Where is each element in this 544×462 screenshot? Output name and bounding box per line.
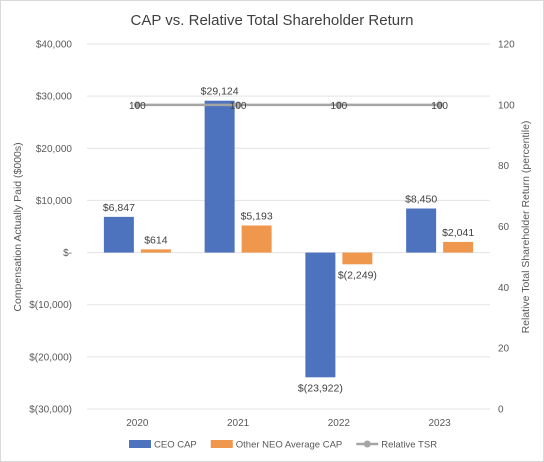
tsr-data-label: 100 — [331, 101, 348, 112]
y2-tick-label: 20 — [498, 344, 510, 355]
tsr-point — [234, 101, 242, 109]
data-label: $8,450 — [405, 194, 437, 206]
y2-tick-label: 80 — [498, 161, 510, 172]
legend-label: Other NEO Average CAP — [236, 440, 343, 451]
y-tick-label: $(20,000) — [29, 352, 72, 363]
bar-other-neo-cap — [342, 252, 373, 265]
y-axis-title: Compensation Actually Paid ($000s) — [12, 142, 24, 311]
data-label: $2,041 — [442, 227, 474, 239]
data-label: $(2,249) — [338, 269, 377, 281]
tsr-data-label: 100 — [129, 101, 146, 112]
data-label: $(23,922) — [298, 382, 343, 394]
legend-label: CEO CAP — [154, 440, 197, 451]
y2-tick-label: 0 — [498, 405, 504, 416]
data-label: $614 — [144, 234, 168, 246]
x-tick-label: 2021 — [227, 418, 250, 429]
x-tick-label: 2020 — [126, 418, 149, 429]
legend-swatch-marker — [363, 440, 371, 448]
chart-title: CAP vs. Relative Total Shareholder Retur… — [131, 12, 414, 29]
bar-ceo-cap — [406, 208, 437, 253]
y2-tick-label: 60 — [498, 222, 510, 233]
y2-tick-label: 40 — [498, 283, 510, 294]
y-tick-label: $- — [63, 248, 72, 259]
legend: CEO CAP Other NEO Average CAP Relative TSR — [129, 440, 437, 451]
y2-tick-label: 120 — [498, 40, 515, 51]
data-label: $5,193 — [241, 210, 273, 222]
y2-axis-title: Relative Total Shareholder Return (perce… — [520, 121, 532, 334]
y-tick-label: $40,000 — [36, 40, 73, 51]
tsr-point — [133, 101, 141, 109]
bar-other-neo-cap — [443, 241, 474, 253]
data-label: $6,847 — [103, 202, 135, 214]
y-tick-label: $10,000 — [36, 196, 73, 207]
bar-other-neo-cap — [241, 225, 272, 253]
bar-ceo-cap — [204, 100, 235, 253]
bar-ceo-cap — [305, 252, 336, 378]
legend-swatch — [129, 440, 151, 448]
tsr-data-label: 100 — [230, 101, 247, 112]
y-tick-label: $20,000 — [36, 144, 73, 155]
y-tick-label: $(30,000) — [29, 405, 72, 416]
x-tick-label: 2022 — [328, 418, 351, 429]
tsr-point — [335, 101, 343, 109]
x-tick-label: 2023 — [429, 418, 452, 429]
bar-other-neo-cap — [140, 249, 171, 253]
legend-label: Relative TSR — [381, 440, 437, 451]
y-tick-label: $30,000 — [36, 92, 73, 103]
y2-tick-label: 100 — [498, 100, 515, 111]
tsr-data-label: 100 — [431, 101, 448, 112]
tsr-point — [436, 101, 444, 109]
legend-swatch — [210, 440, 233, 448]
y-tick-label: $(10,000) — [29, 300, 72, 311]
data-label: $29,124 — [201, 86, 239, 98]
bar-ceo-cap — [103, 216, 134, 253]
